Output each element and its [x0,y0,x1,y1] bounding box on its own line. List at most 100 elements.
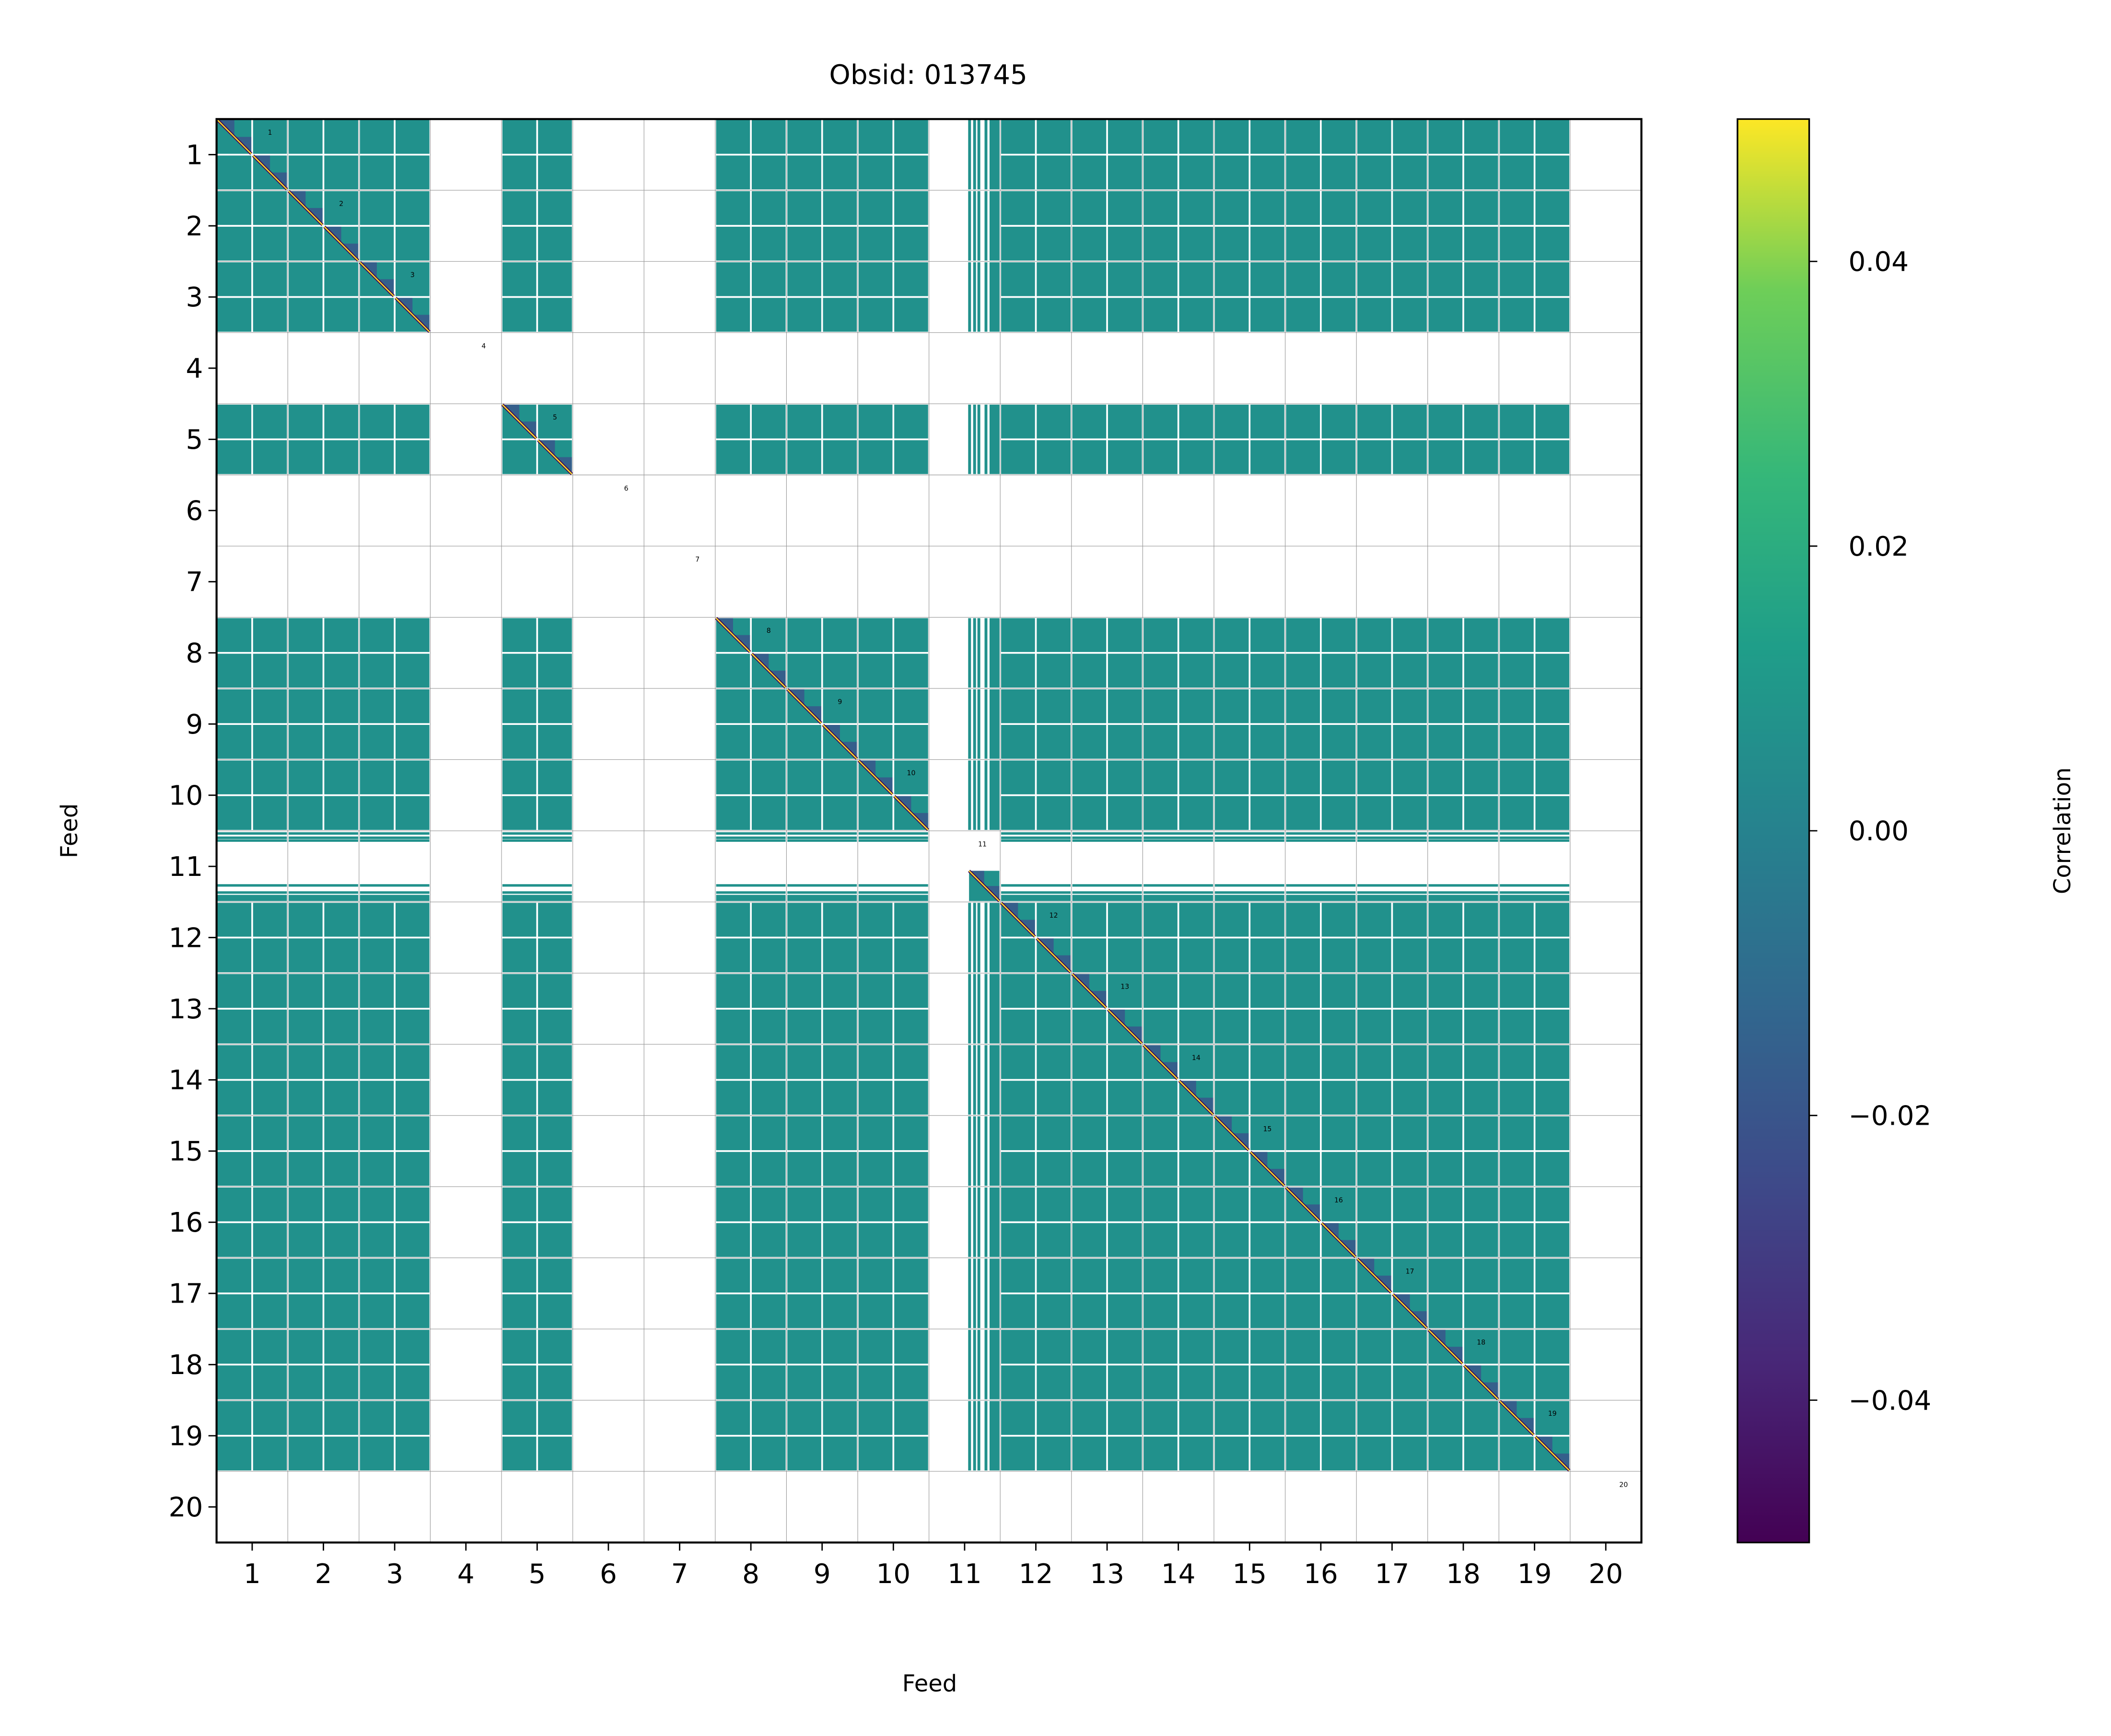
heatmap-cell [1321,1081,1356,1115]
heatmap-cell [324,974,359,1008]
heatmap-cell-strip [1500,839,1570,842]
heatmap-cell [1321,1187,1356,1222]
heatmap-cell [1321,796,1356,830]
heatmap-cell [1214,903,1249,937]
heatmap-cell [502,974,536,1008]
heatmap-cell-strip [858,891,928,894]
heatmap-cell [1001,262,1035,296]
heatmap-cell [360,298,394,332]
heatmap-cell [289,653,323,688]
heatmap-cell [1001,1045,1035,1079]
heatmap-cell [1001,1401,1035,1435]
heatmap-cell [1037,226,1071,261]
heatmap-cell [1321,653,1356,688]
heatmap-cell [360,938,394,972]
heatmap-cell [1001,440,1035,474]
heatmap-cell [1250,1081,1284,1115]
heatmap-cell [1286,1401,1320,1435]
heatmap-cell [324,1294,359,1328]
heatmap-cell-strip [787,839,857,842]
heatmap-cell-strip [1143,884,1213,887]
heatmap-cell [1464,155,1498,189]
y-tick-label: 14 [169,1065,203,1096]
heatmap-cell [502,1258,536,1293]
heatmap-cell [324,903,359,937]
heatmap-cell-strip [1357,891,1427,894]
heatmap-cell [502,725,536,759]
heatmap-cell [1357,1365,1391,1399]
heatmap-cell [1500,1152,1534,1186]
heatmap-cell [1108,618,1142,652]
heatmap-cell [395,1401,430,1435]
heatmap-cell [1286,155,1320,189]
heatmap-cell [1500,1045,1534,1079]
heatmap-cell [1250,262,1284,296]
heatmap-cell [395,1223,430,1257]
heatmap-cell-strip [1428,839,1498,842]
heatmap-cell [787,1401,821,1435]
heatmap-cell-strip [858,836,928,839]
heatmap-cell [1321,1294,1356,1328]
heatmap-cell [823,938,857,972]
heatmap-cell [1214,298,1249,332]
heatmap-cell [1214,1365,1249,1399]
heatmap-cell [1464,689,1498,723]
heatmap-cell-strip [787,891,857,894]
heatmap-cell [1072,120,1107,154]
heatmap-cell [1535,440,1570,474]
heatmap-cell [823,1436,857,1471]
heatmap-cell [894,262,928,296]
heatmap-cell [289,1152,323,1186]
heatmap-cell [502,1081,536,1115]
heatmap-cell [1428,1009,1463,1044]
heatmap-cell [538,903,572,937]
heatmap-cell [1357,191,1391,225]
y-axis-label: Feed [56,804,83,858]
heatmap-cell-strip [360,891,430,894]
heatmap-cell [538,1436,572,1471]
heatmap-cell [894,653,928,688]
heatmap-cell [324,1329,359,1364]
heatmap-cell [289,974,323,1008]
heatmap-cell [1072,1401,1107,1435]
y-tick-label: 8 [186,638,203,669]
heatmap-cell [502,298,536,332]
heatmap-cell [1143,405,1178,439]
heatmap-cell [1428,405,1463,439]
x-tick-label: 3 [386,1559,403,1590]
heatmap-cell [1357,1401,1391,1435]
heatmap-diagonal [787,688,822,724]
heatmap-cell [1393,1045,1427,1079]
heatmap-cell [858,1152,893,1186]
heatmap-cell [823,226,857,261]
heatmap-cell [1321,1436,1356,1471]
heatmap-cell [858,938,893,972]
heatmap-cell [1535,226,1570,261]
heatmap-cell [1001,155,1035,189]
heatmap-cell [395,191,430,225]
heatmap-cell [253,1329,287,1364]
heatmap-cell-strip [973,903,976,972]
heatmap-cell-strip [977,689,980,759]
heatmap-cell [1001,405,1035,439]
heatmap-cell [1072,760,1107,794]
heatmap-cell [253,1116,287,1151]
heatmap-cell [1428,1187,1463,1222]
heatmap-cell-strip [973,1258,976,1328]
heatmap-cell [716,298,750,332]
heatmap-cell [1357,725,1391,759]
heatmap-cell-strip [984,903,988,972]
heatmap-cell [1250,1329,1284,1364]
heatmap-cell [1250,1436,1284,1471]
heatmap-cell [217,1081,252,1115]
heatmap-cell [1535,155,1570,189]
heatmap-cell [538,1009,572,1044]
heatmap-cell [1286,1152,1320,1186]
heatmap-cell [787,903,821,937]
heatmap-cell [1037,1329,1071,1364]
heatmap-cell [1428,895,1498,901]
heatmap-cell [217,155,252,189]
heatmap-diagonal [1464,1365,1499,1400]
y-tick-label: 16 [169,1207,203,1238]
y-tick-label: 10 [169,780,203,811]
